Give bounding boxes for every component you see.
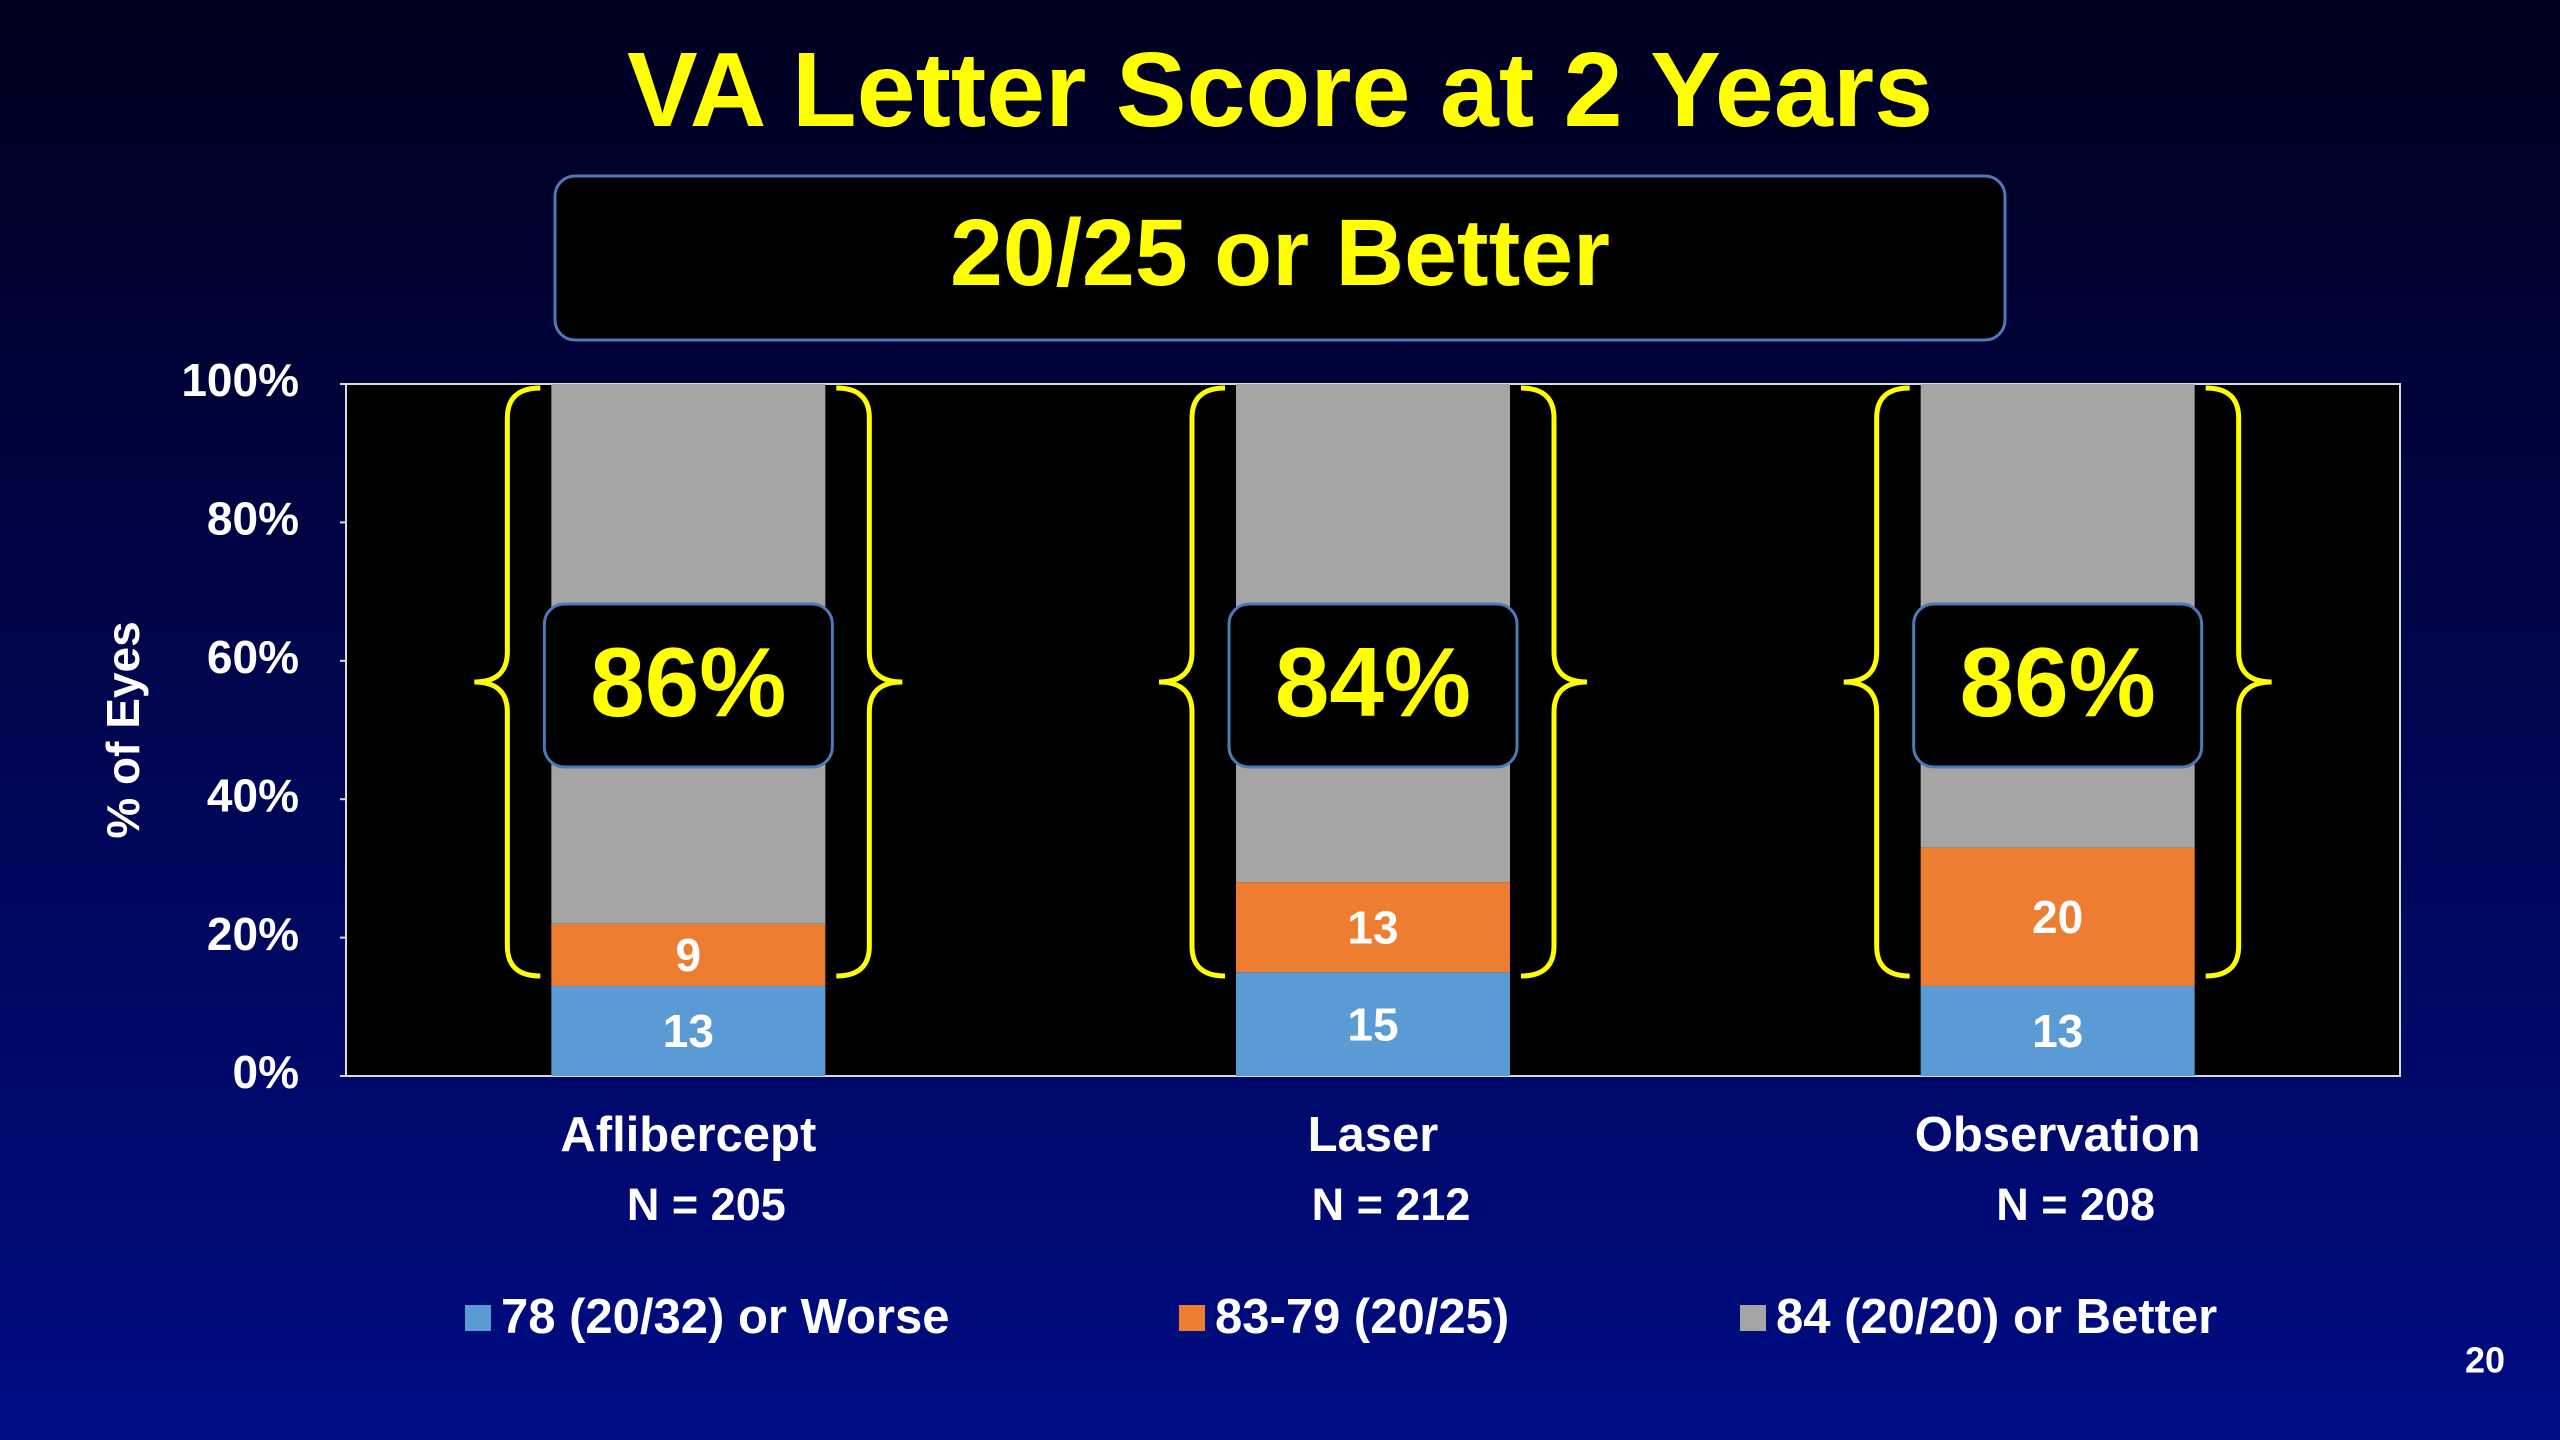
y-tick-label: 100% (181, 354, 299, 406)
legend-label: 84 (20/20) or Better (1776, 1290, 2217, 1344)
data-label: 13 (663, 1005, 714, 1057)
page-number: 20 (2465, 1340, 2505, 1381)
bar-segment (1236, 882, 1510, 973)
bracket-label-box (1227, 602, 1519, 769)
subtitle-box (553, 174, 2007, 342)
data-label: 13 (2032, 1005, 2083, 1057)
y-tick-label: 0% (233, 1046, 299, 1098)
x-tick-sublabel: N = 212 (1312, 1179, 1471, 1230)
bar-segment (1920, 847, 2195, 987)
y-axis-label: % of Eyes (97, 621, 149, 838)
legend-swatch (1179, 1305, 1205, 1331)
bar-segment (551, 923, 826, 987)
bracket (1158, 385, 1226, 979)
legend-label: 83-79 (20/25) (1215, 1290, 1509, 1344)
bar-segment (1920, 986, 2195, 1076)
bracket (836, 385, 903, 979)
chart-title: VA Letter Score at 2 Years (627, 31, 1933, 149)
bracket-label-box (1912, 602, 2204, 769)
bracket-label: 86% (1960, 627, 2156, 737)
bracket (1843, 385, 1910, 979)
y-tick-label: 20% (207, 908, 299, 960)
bracket-label: 84% (1275, 627, 1471, 737)
data-label: 9 (676, 929, 702, 981)
x-tick-sublabel: N = 205 (627, 1179, 786, 1230)
bracket-label-box (542, 602, 834, 769)
legend-swatch (465, 1305, 491, 1331)
y-tick-label: 80% (207, 493, 299, 545)
legend-swatch (1740, 1305, 1766, 1331)
subtitle: 20/25 or Better (950, 200, 1610, 306)
bar-segment (1236, 972, 1510, 1076)
bracket (1520, 385, 1588, 979)
y-tick-label: 40% (207, 769, 299, 821)
bracket-label: 86% (590, 627, 786, 737)
data-label: 13 (1347, 901, 1398, 953)
x-tick-label: Observation (1915, 1108, 2201, 1162)
x-tick-sublabel: N = 208 (1996, 1179, 2155, 1230)
data-label: 20 (2032, 891, 2083, 943)
x-tick-label: Laser (1308, 1108, 1439, 1162)
data-label: 15 (1347, 998, 1398, 1050)
y-tick-label: 60% (207, 631, 299, 683)
legend-label: 78 (20/32) or Worse (501, 1290, 949, 1344)
bar-segment (551, 986, 826, 1076)
x-tick-label: Aflibercept (560, 1108, 816, 1162)
